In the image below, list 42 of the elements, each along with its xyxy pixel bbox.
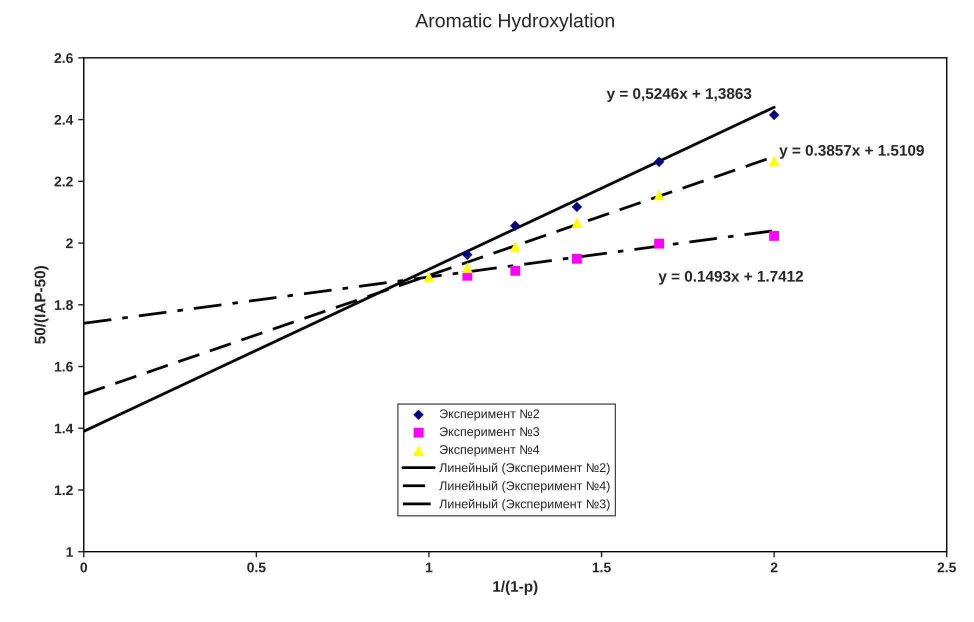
chart-title: Aromatic Hydroxylation [415, 13, 614, 32]
x-axis-title: 1/(1-p) [493, 580, 538, 595]
point [510, 241, 521, 252]
y-tick-label: 1 [66, 547, 73, 557]
x-tick-label: 1.5 [592, 562, 611, 572]
y-tick-label: 1.2 [54, 485, 73, 496]
legend-label: Эксперимент №3 [440, 427, 540, 439]
y-tick-label: 2.4 [54, 114, 74, 125]
legend-label: Эксперимент №2 [440, 409, 540, 421]
point [462, 262, 473, 274]
x-tick-label: 2 [770, 562, 778, 572]
point [510, 220, 520, 231]
point [654, 238, 664, 249]
y-tick-label: 2 [66, 238, 73, 248]
legend-label: Эксперимент №4 [440, 445, 540, 456]
point [654, 190, 664, 200]
legend-label: Линейный (Эксперимент №2) [439, 462, 610, 475]
x-tick-label: 2.5 [938, 562, 956, 572]
y-tick-label: 1.8 [54, 300, 73, 310]
x-tick-label: 0.5 [247, 562, 266, 572]
y-tick-label: 1.4 [54, 424, 74, 434]
x-tick-label: 1 [426, 562, 432, 572]
point [654, 156, 664, 168]
y-tick-label: 2.2 [54, 176, 73, 186]
point [462, 250, 472, 260]
y-tick-label: 1.6 [54, 362, 73, 372]
annotation: y = 0,5246x + 1,3863 [606, 88, 752, 102]
legend-label: Линейный (Эксперимент №4) [439, 480, 610, 493]
point [769, 231, 780, 241]
point [572, 217, 582, 228]
x-tick-label: 0 [80, 562, 88, 572]
point [510, 266, 520, 276]
point [768, 110, 780, 120]
point [424, 272, 434, 282]
annotation: y = 0.1493x + 1.7412 [658, 270, 804, 285]
point [572, 202, 582, 212]
point [572, 254, 582, 264]
legend-label: Линейный (Эксперимент №3) [439, 498, 610, 511]
y-tick-label: 2.6 [54, 53, 73, 64]
y-axis-title: 50/(IAP-50) [34, 266, 48, 344]
point [768, 156, 780, 166]
annotation: y = 0.3857x + 1.5109 [779, 144, 924, 159]
